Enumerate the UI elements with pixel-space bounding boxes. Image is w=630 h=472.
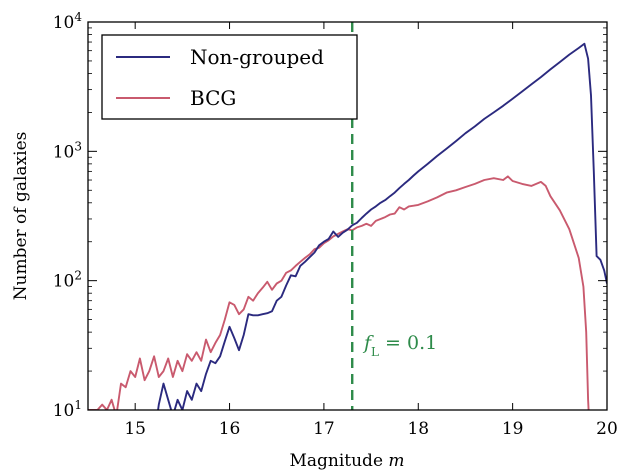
y-tick-label: 102 <box>53 269 82 292</box>
x-tick-label: 20 <box>596 419 618 439</box>
threshold-annotation: fL = 0.1 <box>362 332 437 359</box>
plot-frame <box>87 21 608 411</box>
y-tick-label: 103 <box>53 139 82 162</box>
x-axis-label: Magnitude m <box>289 451 404 471</box>
series-line-non-grouped <box>144 42 607 410</box>
y-tick-label: 101 <box>53 398 82 421</box>
x-tick-label: 17 <box>313 419 335 439</box>
series-line-bcg <box>88 175 590 410</box>
x-tick-label: 19 <box>502 419 524 439</box>
x-tick-label: 15 <box>124 419 146 439</box>
legend: Non-grouped BCG <box>101 34 358 120</box>
y-axis-label: Number of galaxies <box>11 132 31 301</box>
y-tick-label: 104 <box>53 10 83 33</box>
x-tick-label: 16 <box>219 419 241 439</box>
legend-label-bcg: BCG <box>190 86 236 110</box>
legend-frame <box>101 34 358 120</box>
legend-label-non-grouped: Non-grouped <box>190 45 324 69</box>
x-tick-label: 18 <box>407 419 429 439</box>
